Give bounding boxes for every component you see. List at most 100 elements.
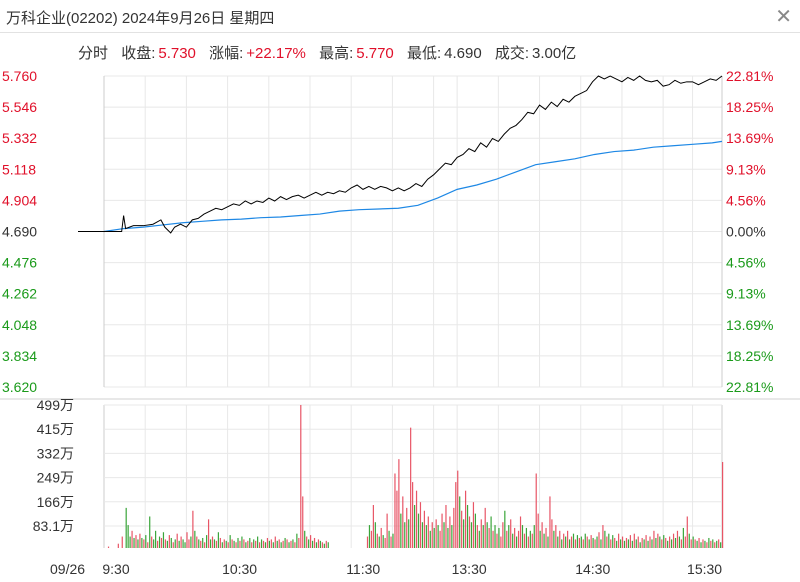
volume-bar bbox=[433, 527, 435, 548]
volume-bar bbox=[245, 542, 247, 548]
volume-bar bbox=[472, 502, 475, 548]
volume-bar bbox=[692, 536, 694, 548]
x-tick-label: 15:30 bbox=[687, 561, 722, 577]
volume-bar bbox=[153, 539, 155, 548]
volume-bar bbox=[229, 535, 231, 548]
volume-bar bbox=[678, 536, 681, 548]
volume-bar bbox=[400, 513, 402, 548]
volume-bar bbox=[506, 530, 508, 548]
volume-bar bbox=[292, 539, 294, 548]
volume-bar bbox=[604, 530, 606, 548]
volume-bar bbox=[718, 539, 720, 548]
volume-bar bbox=[227, 542, 229, 548]
volume-bar bbox=[164, 539, 167, 548]
percent-tick-label: 4.56% bbox=[726, 192, 766, 208]
volume-bar bbox=[553, 530, 555, 548]
volume-bar bbox=[180, 536, 182, 548]
volume-bar bbox=[676, 530, 679, 548]
volume-bar bbox=[317, 539, 320, 548]
volume-bar bbox=[559, 530, 561, 548]
volume-bar bbox=[519, 516, 522, 548]
info-bar: 分时 收盘: 5.730 涨幅: +22.17% 最高: 5.770 最低: 4.690… bbox=[78, 42, 579, 63]
mode-label[interactable]: 分时 bbox=[78, 45, 109, 62]
volume-bar bbox=[494, 525, 496, 548]
volume-bar bbox=[555, 525, 557, 548]
volume-bar bbox=[680, 539, 682, 548]
x-tick-label: 10:30 bbox=[222, 561, 257, 577]
percent-tick-label: 13.69% bbox=[726, 317, 773, 333]
volume-bar bbox=[147, 542, 149, 548]
volume-bar bbox=[321, 542, 323, 548]
volume-bar bbox=[722, 462, 724, 548]
volume-bar bbox=[708, 537, 710, 548]
volume-bar bbox=[276, 540, 278, 548]
high-label: 最高: bbox=[319, 45, 354, 62]
volume-bar bbox=[408, 519, 410, 548]
volume-bar bbox=[578, 537, 580, 548]
volume-bar bbox=[221, 542, 223, 548]
volume-bar bbox=[198, 539, 200, 548]
volume-bar bbox=[557, 536, 559, 548]
volume-bar bbox=[625, 537, 628, 548]
volume-bar bbox=[251, 542, 253, 548]
volume-bar bbox=[149, 516, 151, 548]
volume-bar bbox=[204, 542, 206, 548]
volume-bar bbox=[514, 527, 516, 548]
volume-bar bbox=[174, 539, 176, 548]
volume-bar bbox=[537, 513, 539, 548]
volume-bar bbox=[490, 516, 492, 548]
volume-bar bbox=[160, 537, 163, 548]
volume-bar bbox=[610, 539, 612, 548]
volume-bar bbox=[504, 510, 506, 548]
volume-bar bbox=[543, 533, 545, 548]
volume-bar bbox=[168, 535, 170, 548]
close-icon[interactable]: ✕ bbox=[775, 6, 792, 28]
volume-bar bbox=[663, 535, 665, 548]
volume-bar bbox=[655, 537, 657, 548]
volume-bar bbox=[272, 542, 274, 548]
price-tick-label: 5.118 bbox=[2, 161, 36, 177]
volume-bar bbox=[190, 536, 192, 548]
volume-bar bbox=[712, 539, 714, 548]
volume-bar bbox=[645, 535, 647, 548]
volume-bar bbox=[151, 536, 153, 548]
volume-bar bbox=[527, 536, 529, 548]
volume-bar bbox=[463, 519, 465, 548]
volume-bar bbox=[649, 536, 651, 548]
volume-bar bbox=[500, 536, 502, 548]
volume-bar bbox=[247, 540, 249, 548]
volume-bar bbox=[714, 542, 716, 548]
volume-bar bbox=[233, 540, 235, 548]
volume-bar bbox=[592, 537, 594, 548]
volume-bar bbox=[129, 536, 131, 548]
price-tick-label: 5.760 bbox=[2, 68, 37, 84]
volume-bar bbox=[563, 533, 565, 548]
volume-bar bbox=[143, 539, 145, 548]
volume-bar bbox=[631, 540, 633, 548]
percent-tick-label: 18.25% bbox=[726, 348, 773, 364]
volume-bar bbox=[206, 535, 208, 548]
price-tick-label: 4.690 bbox=[2, 224, 37, 240]
volume-bar bbox=[278, 539, 280, 548]
volume-bar bbox=[264, 542, 267, 548]
volume-bar bbox=[694, 539, 696, 548]
volume-bar bbox=[670, 539, 673, 548]
volume-bar bbox=[182, 539, 184, 548]
price-tick-label: 4.048 bbox=[2, 317, 37, 333]
volume-bar bbox=[496, 533, 498, 548]
volume-bar bbox=[392, 533, 394, 548]
price-tick-label: 4.262 bbox=[2, 286, 37, 302]
volume-bar bbox=[482, 525, 484, 548]
volume-bar bbox=[674, 537, 677, 548]
volume-bar bbox=[378, 536, 380, 548]
close-value: 5.730 bbox=[158, 45, 196, 62]
volume-bar bbox=[512, 533, 514, 548]
volume-bar bbox=[466, 505, 469, 548]
volume-bar bbox=[415, 490, 418, 548]
volume-tick-label: 415万 bbox=[37, 421, 74, 437]
volume-bar bbox=[270, 539, 272, 548]
volume-bar bbox=[304, 530, 306, 548]
volume-bar bbox=[586, 536, 588, 548]
volume-bar bbox=[672, 533, 675, 548]
